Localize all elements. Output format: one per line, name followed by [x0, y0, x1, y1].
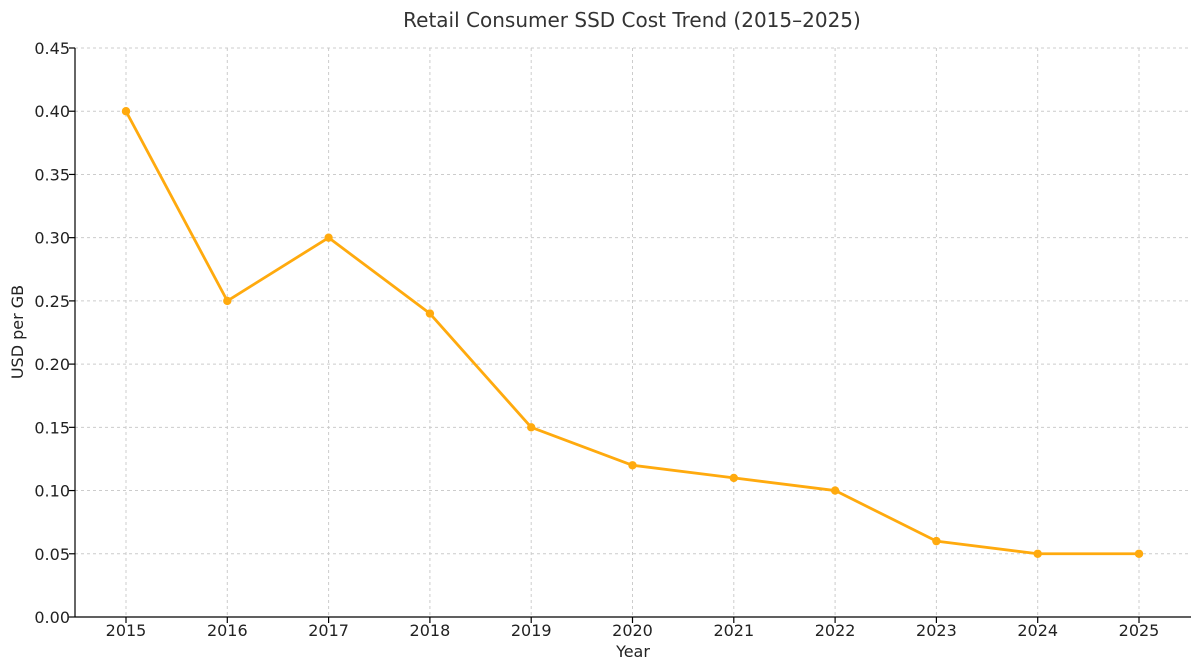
x-tick-label: 2019: [511, 621, 552, 640]
y-tick-label: 0.20: [34, 355, 70, 374]
grid: [75, 47, 1191, 617]
data-point: [527, 423, 536, 432]
y-tick-label: 0.25: [34, 292, 70, 311]
chart-title: Retail Consumer SSD Cost Trend (2015–202…: [403, 8, 861, 32]
y-tick-label: 0.00: [34, 608, 70, 627]
ticks: 0.00 0.05 0.10 0.15 0.20 0.25 0.30 0.35 0.40 0.45…: [34, 39, 1159, 640]
x-tick-label: 2023: [916, 621, 957, 640]
y-tick-label: 0.40: [34, 102, 70, 121]
x-tick-label: 2025: [1119, 621, 1160, 640]
y-tick-label: 0.10: [34, 482, 70, 501]
data-point: [830, 486, 840, 495]
x-tick-label: 2020: [612, 621, 653, 640]
data-point: [1134, 549, 1144, 558]
data-point: [324, 233, 333, 242]
data-point: [628, 461, 637, 470]
x-tick-label: 2021: [713, 621, 754, 640]
y-tick-label: 0.35: [34, 165, 70, 184]
x-tick-label: 2016: [207, 621, 248, 640]
data-point: [223, 296, 232, 306]
data-point: [1033, 549, 1042, 558]
y-tick-label: 0.15: [34, 418, 70, 437]
x-tick-label: 2015: [106, 621, 147, 640]
x-tick-label: 2018: [410, 621, 451, 640]
data-point: [121, 107, 131, 116]
data-point: [425, 309, 435, 318]
y-tick-label: 0.05: [34, 545, 70, 564]
y-tick-label: 0.45: [34, 39, 70, 58]
data-point: [729, 473, 738, 483]
y-axis-label: USD per GB: [8, 285, 27, 379]
series: [121, 107, 1144, 558]
x-tick-label: 2024: [1017, 621, 1058, 640]
x-axis-label: Year: [615, 642, 650, 661]
x-tick-label: 2022: [815, 621, 856, 640]
y-tick-label: 0.30: [34, 229, 70, 248]
x-tick-label: 2017: [308, 621, 349, 640]
data-point: [932, 536, 941, 546]
